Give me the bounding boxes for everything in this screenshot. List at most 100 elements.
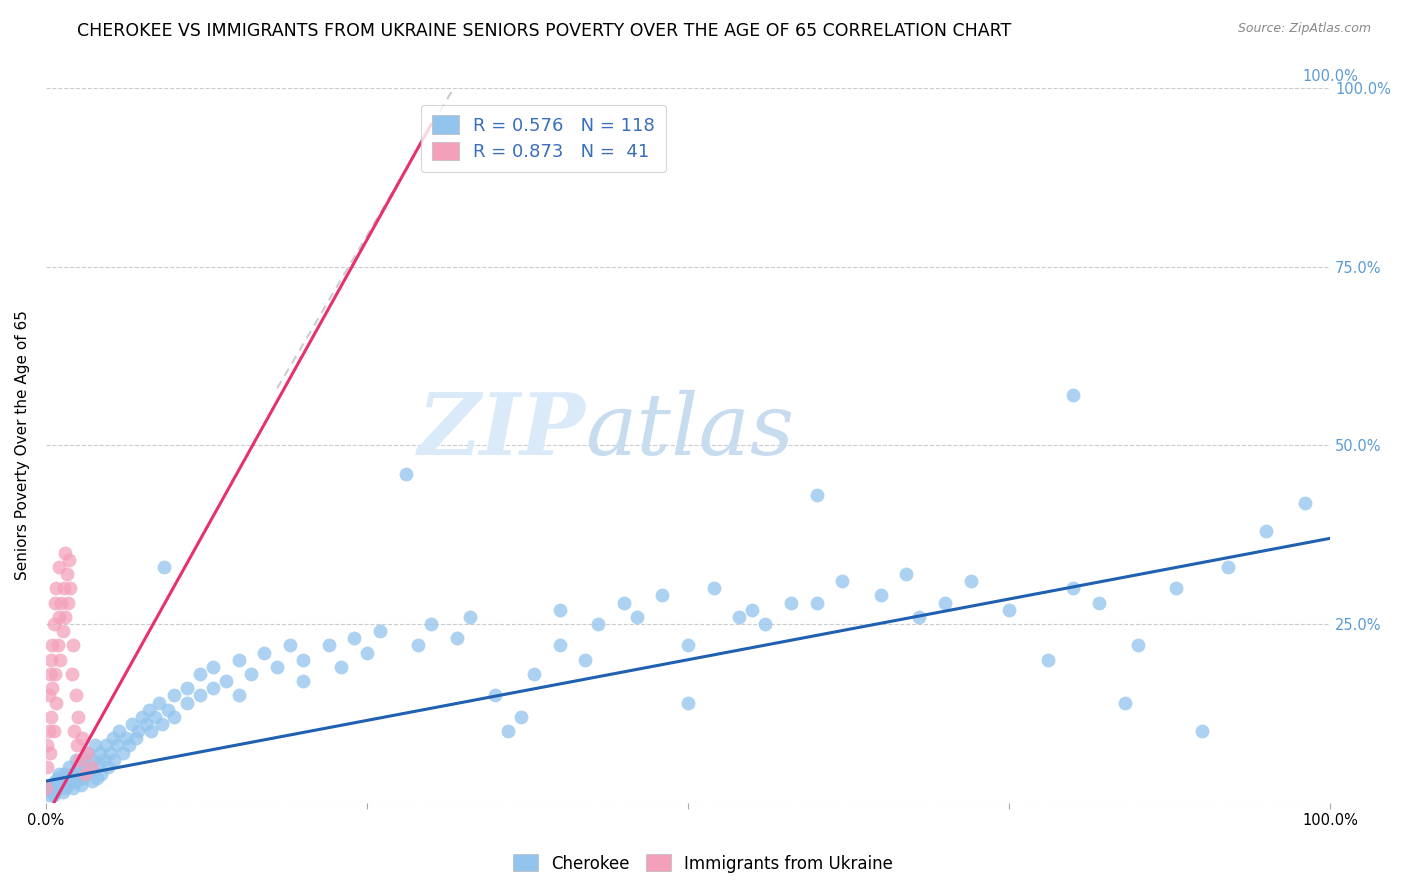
Point [1126, 639, 1149, 653]
Point [63, 771, 86, 785]
Point [330, 660, 353, 674]
Point [45, 582, 67, 596]
Point [62, 781, 84, 796]
Point [55, 771, 77, 785]
Point [56, 778, 79, 792]
Point [998, 603, 1021, 617]
Point [626, 610, 648, 624]
Point [58, 552, 80, 566]
Point [44, 596, 66, 610]
Point [48, 610, 70, 624]
Point [46, 639, 69, 653]
Point [1216, 559, 1239, 574]
Point [125, 731, 148, 746]
Point [420, 617, 443, 632]
Point [908, 610, 931, 624]
Point [67, 767, 90, 781]
Point [1036, 653, 1059, 667]
Point [484, 689, 506, 703]
Point [959, 574, 981, 589]
Point [498, 724, 520, 739]
Point [65, 753, 87, 767]
Legend: Cherokee, Immigrants from Ukraine: Cherokee, Immigrants from Ukraine [506, 847, 900, 880]
Point [118, 739, 141, 753]
Point [72, 771, 94, 785]
Text: Source: ZipAtlas.com: Source: ZipAtlas.com [1237, 22, 1371, 36]
Point [163, 689, 186, 703]
Point [676, 639, 699, 653]
Point [101, 731, 124, 746]
Point [1166, 582, 1188, 596]
Point [176, 696, 198, 710]
Point [82, 753, 104, 767]
Point [135, 717, 157, 731]
Point [67, 710, 90, 724]
Point [38, 724, 60, 739]
Point [1088, 596, 1111, 610]
Point [176, 681, 198, 696]
Point [49, 653, 72, 667]
Point [356, 646, 378, 660]
Point [48, 767, 70, 781]
Point [676, 696, 699, 710]
Point [62, 639, 84, 653]
Point [108, 724, 131, 739]
Point [1062, 582, 1084, 596]
Point [114, 731, 136, 746]
Point [548, 603, 571, 617]
Point [188, 689, 211, 703]
Point [1062, 388, 1084, 402]
Point [831, 574, 853, 589]
Point [215, 674, 238, 689]
Point [253, 646, 276, 660]
Point [150, 717, 173, 731]
Point [458, 610, 481, 624]
Point [60, 767, 83, 781]
Point [44, 774, 66, 789]
Point [318, 639, 340, 653]
Point [52, 582, 75, 596]
Point [121, 717, 143, 731]
Point [49, 778, 72, 792]
Text: ZIP: ZIP [418, 390, 585, 473]
Point [651, 589, 673, 603]
Point [394, 467, 416, 481]
Point [37, 739, 59, 753]
Point [38, 667, 60, 681]
Point [103, 753, 125, 767]
Point [38, 746, 60, 760]
Point [1114, 696, 1136, 710]
Point [98, 746, 121, 760]
Point [51, 596, 73, 610]
Point [510, 710, 533, 724]
Point [1191, 724, 1213, 739]
Point [60, 667, 83, 681]
Point [42, 617, 65, 632]
Point [65, 689, 87, 703]
Point [127, 724, 149, 739]
Point [46, 771, 69, 785]
Point [779, 596, 801, 610]
Point [86, 771, 108, 785]
Point [66, 774, 89, 789]
Point [52, 624, 75, 639]
Point [38, 789, 60, 803]
Point [741, 603, 763, 617]
Point [138, 703, 160, 717]
Point [38, 781, 60, 796]
Point [105, 739, 128, 753]
Point [76, 767, 98, 781]
Point [523, 667, 546, 681]
Point [896, 566, 918, 581]
Point [141, 724, 163, 739]
Point [87, 756, 110, 771]
Point [55, 566, 77, 581]
Point [52, 767, 75, 781]
Point [67, 753, 90, 767]
Point [201, 660, 224, 674]
Point [39, 653, 62, 667]
Point [228, 689, 250, 703]
Point [82, 774, 104, 789]
Point [45, 781, 67, 796]
Point [228, 653, 250, 667]
